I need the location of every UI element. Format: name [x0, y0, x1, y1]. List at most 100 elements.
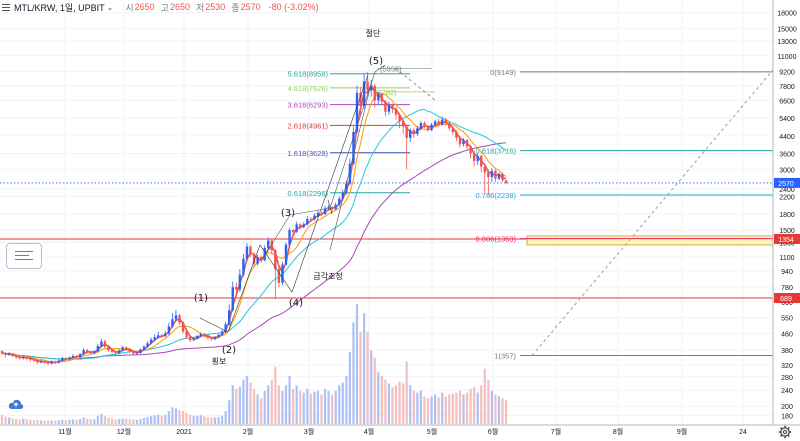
y-tick-label: 200 — [781, 404, 793, 411]
y-tick-label: 3600 — [779, 151, 795, 158]
low-label: 저 — [195, 2, 205, 13]
volume-bar — [22, 418, 25, 424]
x-tick-label: 8월 — [613, 427, 623, 436]
volume-bar — [387, 383, 391, 424]
candle-body — [480, 155, 483, 167]
candle-body — [107, 346, 110, 351]
candle-body — [82, 350, 85, 355]
volume-bar — [323, 388, 327, 424]
candle-body — [157, 335, 160, 338]
candles — [0, 71, 508, 366]
volume-bar — [497, 396, 501, 424]
fib-top-label: (5958) — [380, 65, 402, 74]
volume-bar — [167, 411, 170, 424]
candle-body — [117, 350, 121, 354]
y-tick-label: 180 — [781, 413, 793, 420]
volume-bar — [394, 385, 398, 424]
candle-body — [412, 130, 415, 134]
candle-body — [313, 215, 316, 220]
volume-bar — [419, 390, 422, 424]
candle-body — [281, 264, 284, 283]
volume-bar — [185, 412, 188, 424]
symbol-header: MTL/KRW, 1일, UPBIT ⌄ 시 2650 고 2650 저 2530 종… — [0, 0, 319, 14]
volume-bar — [217, 417, 220, 424]
candle-body — [274, 250, 277, 270]
candle-body — [100, 341, 103, 347]
candle-body — [178, 315, 181, 323]
volume-bar — [416, 392, 419, 424]
volume-bar — [352, 322, 355, 424]
ma-mid-line — [1, 108, 507, 360]
volume-bar — [345, 376, 348, 424]
volume-bar — [245, 376, 249, 424]
volume-bar — [224, 411, 227, 424]
candle-body — [362, 81, 366, 106]
candle-body — [330, 207, 334, 210]
change-value: -80 (-3.02%) — [268, 2, 319, 12]
volume-bar — [118, 418, 121, 424]
volume-bar — [252, 388, 256, 424]
volume-bar — [426, 398, 430, 424]
volume-bar — [402, 383, 405, 424]
volume-bar — [189, 414, 192, 424]
volume-bar — [469, 388, 472, 424]
volume-bar — [501, 398, 504, 424]
fib-ext-label: 5.618(8958) — [288, 70, 329, 79]
x-tick-label: 24 — [739, 429, 747, 436]
symbol-label[interactable]: MTL/KRW, 1일, UPBIT — [14, 2, 105, 13]
volume-bar — [196, 415, 199, 424]
candle-body — [50, 361, 53, 364]
close-label: 종 — [231, 2, 240, 13]
volume-bar — [146, 417, 149, 424]
volume-bar — [366, 331, 369, 424]
menu-icon[interactable] — [0, 1, 12, 13]
price-axis[interactable]: 18000 15000 13000 11000 9200 7800 6600 5400 4400… — [772, 0, 800, 441]
candle-body — [114, 351, 117, 354]
time-axis[interactable]: 11월 12월 2021 2월 3월 4월 5월 6월 7월 8월 9월 24 — [0, 424, 800, 436]
volume-bars — [0, 304, 508, 424]
volume-bar — [93, 419, 96, 424]
candle-body — [465, 139, 469, 147]
wave-tick — [327, 199, 333, 215]
volume-bar — [61, 419, 64, 424]
volume-bar — [71, 419, 75, 424]
volume-bar — [292, 388, 295, 424]
candle-body — [494, 170, 497, 179]
candle-body — [93, 351, 96, 354]
candle-body — [86, 350, 89, 352]
x-tick-label: 3월 — [304, 427, 314, 436]
candle-body — [398, 114, 401, 122]
candle-body — [419, 122, 423, 129]
object-tree-button[interactable] — [6, 243, 42, 269]
candle-body — [203, 333, 206, 336]
volume-bar — [203, 416, 206, 424]
y-tick-label: 11000 — [778, 54, 797, 61]
x-tick-label: 11월 — [58, 427, 72, 436]
cloud-icon[interactable] — [8, 398, 24, 410]
candle-body — [164, 333, 167, 337]
candle-body — [206, 335, 210, 339]
volume-bar — [47, 420, 50, 424]
volume-bar — [128, 419, 131, 424]
candle-body — [448, 122, 451, 129]
channel-line-2 — [329, 79, 373, 251]
candle-body — [355, 92, 359, 133]
volume-bar — [476, 392, 479, 424]
candle-body — [43, 361, 46, 363]
volume-bar — [473, 387, 476, 424]
candle-body — [366, 81, 369, 91]
volume-bar — [150, 416, 153, 424]
volume-bar — [79, 418, 82, 424]
gear-icon[interactable] — [778, 425, 792, 439]
candle-body — [256, 257, 259, 264]
candle-body — [125, 347, 128, 349]
volume-bar — [380, 376, 383, 424]
volume-bar — [8, 417, 11, 424]
y-tick-label: 2400 — [779, 187, 795, 194]
chevron-down-icon[interactable]: ⌄ — [106, 2, 114, 12]
level-price-tag — [774, 233, 800, 244]
volume-bar — [455, 392, 458, 424]
candle-body — [220, 331, 224, 335]
volume-bar — [157, 414, 160, 424]
